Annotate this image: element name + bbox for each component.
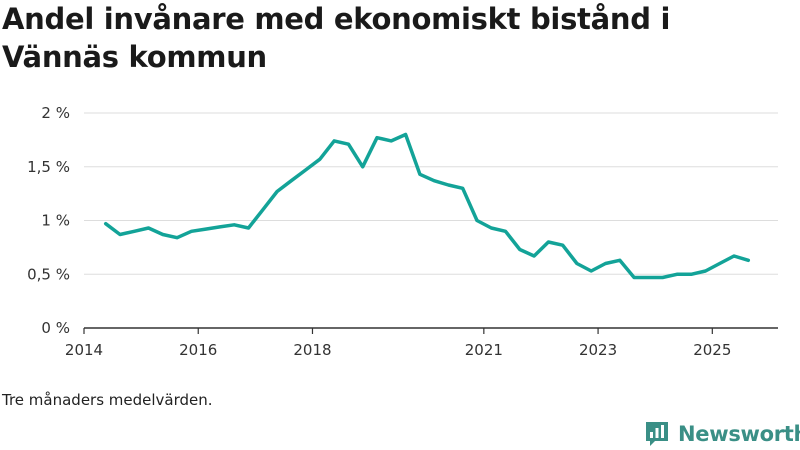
data-point[interactable]: [186, 226, 196, 236]
x-tick-label: 2016: [179, 341, 217, 359]
data-point[interactable]: [743, 255, 753, 265]
data-point[interactable]: [700, 266, 710, 276]
data-point[interactable]: [415, 169, 425, 179]
chart-title: Andel invånare med ekonomiskt bistånd i …: [2, 2, 671, 74]
data-point[interactable]: [244, 223, 254, 233]
x-tick-label: 2025: [693, 341, 731, 359]
data-point[interactable]: [686, 269, 696, 279]
data-point[interactable]: [472, 216, 482, 226]
brand-name: Newsworthy: [678, 422, 800, 446]
newsworthy-logo-icon: [646, 422, 668, 446]
x-tick-label: 2023: [579, 341, 617, 359]
x-axis: 2014 2016 2018 2021 2023 2025: [65, 327, 778, 359]
data-point[interactable]: [372, 133, 382, 143]
y-tick-label: 1 %: [41, 212, 70, 230]
y-axis: 0 % 0,5 % 1 % 1,5 % 2 %: [27, 104, 70, 337]
x-tick-label: 2018: [293, 341, 331, 359]
data-point[interactable]: [629, 272, 639, 282]
data-point[interactable]: [401, 130, 411, 140]
data-point[interactable]: [543, 237, 553, 247]
data-point[interactable]: [201, 224, 211, 234]
data-point[interactable]: [272, 186, 282, 196]
grid-lines: [84, 112, 778, 275]
brand-logo[interactable]: Newsworthy: [644, 418, 800, 450]
y-tick-label: 1,5 %: [27, 158, 70, 176]
data-point[interactable]: [286, 176, 296, 186]
data-point[interactable]: [129, 226, 139, 236]
data-point[interactable]: [158, 229, 168, 239]
x-tick-label: 2021: [465, 341, 503, 359]
y-tick-label: 2 %: [41, 104, 70, 122]
data-point[interactable]: [315, 154, 325, 164]
data-point[interactable]: [301, 165, 311, 175]
data-point[interactable]: [343, 139, 353, 149]
data-point[interactable]: [600, 259, 610, 269]
data-point[interactable]: [729, 251, 739, 261]
data-point[interactable]: [572, 259, 582, 269]
y-tick-label: 0 %: [41, 319, 70, 337]
data-point[interactable]: [515, 245, 525, 255]
data-point[interactable]: [258, 205, 268, 215]
data-point[interactable]: [501, 226, 511, 236]
data-point[interactable]: [672, 269, 682, 279]
data-point[interactable]: [229, 220, 239, 230]
data-point[interactable]: [643, 272, 653, 282]
data-point[interactable]: [715, 259, 725, 269]
data-point[interactable]: [443, 180, 453, 190]
data-point[interactable]: [386, 136, 396, 146]
data-point[interactable]: [101, 219, 111, 229]
data-point[interactable]: [144, 223, 154, 233]
series-layer: [101, 130, 753, 282]
data-point[interactable]: [358, 162, 368, 172]
series-line-0: [103, 132, 751, 280]
y-tick-label: 0,5 %: [27, 265, 70, 283]
data-point[interactable]: [529, 251, 539, 261]
data-point[interactable]: [486, 223, 496, 233]
data-point[interactable]: [586, 266, 596, 276]
data-point[interactable]: [558, 240, 568, 250]
data-point[interactable]: [429, 176, 439, 186]
data-point[interactable]: [115, 229, 125, 239]
data-point[interactable]: [329, 136, 339, 146]
chart-note: Tre månaders medelvärden.: [2, 391, 213, 409]
data-point[interactable]: [215, 222, 225, 232]
data-point[interactable]: [172, 233, 182, 243]
data-point[interactable]: [458, 183, 468, 193]
data-point[interactable]: [615, 255, 625, 265]
data-point[interactable]: [658, 272, 668, 282]
x-tick-label: 2014: [65, 341, 103, 359]
